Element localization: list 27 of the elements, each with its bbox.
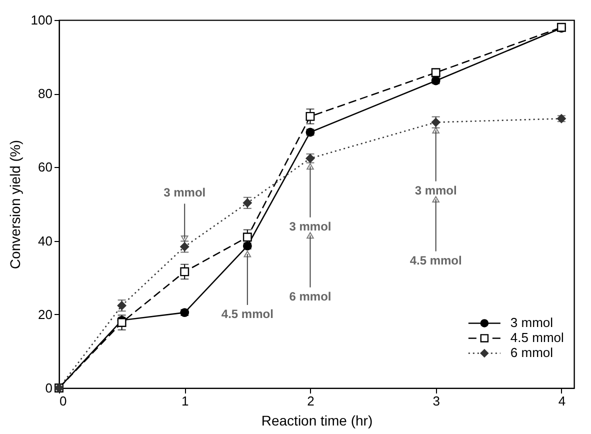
- x-tick-label: 4: [558, 394, 566, 408]
- point: [306, 112, 315, 121]
- legend-label: 4.5 mmol: [510, 330, 564, 346]
- y-tick-label: 0: [45, 380, 52, 396]
- annotation: 6 mmol: [289, 289, 332, 304]
- x-tick-label: 2: [307, 394, 314, 408]
- x-tick-label: 1: [181, 394, 189, 408]
- y-tick-label: 80: [38, 86, 52, 102]
- point: [117, 318, 126, 327]
- y-axis-title: Conversion yield (%): [6, 140, 23, 270]
- annotation: 3 mmol: [289, 219, 332, 234]
- annotation: 4.5 mmol: [221, 306, 274, 321]
- x-tick-label: 3: [432, 394, 440, 408]
- x-axis-title: Reaction time (hr): [261, 412, 373, 428]
- y-tick-label: 100: [30, 12, 52, 28]
- legend-label: 3 mmol: [510, 315, 554, 330]
- annotation: 4.5 mmol: [410, 253, 462, 268]
- annotation: 3 mmol: [414, 183, 457, 198]
- y-tick-label: 20: [38, 306, 52, 322]
- y-tick-label: 40: [38, 233, 52, 248]
- x-tick-label: 0: [60, 394, 67, 408]
- point: [242, 232, 252, 242]
- annotation: 3 mmol: [164, 186, 206, 200]
- point: [431, 68, 440, 78]
- legend-label: 6 mmol: [510, 345, 554, 360]
- y-tick-label: 60: [38, 160, 52, 175]
- point: [180, 267, 190, 276]
